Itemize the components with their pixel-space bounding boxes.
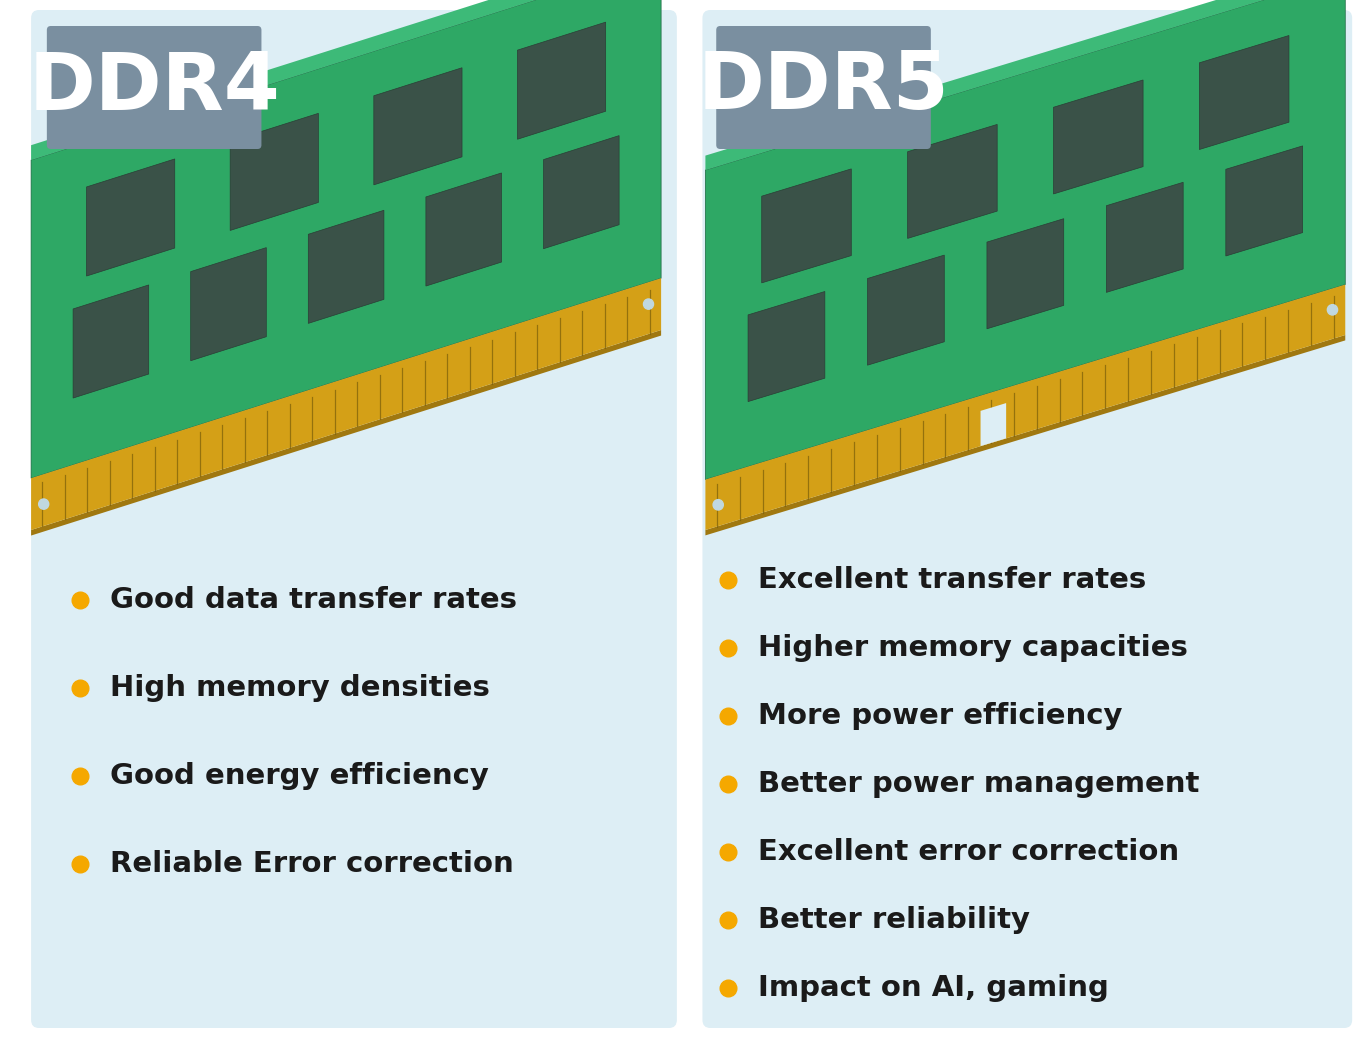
Text: Better reliability: Better reliability xyxy=(757,906,1030,934)
Polygon shape xyxy=(706,0,1346,170)
FancyBboxPatch shape xyxy=(703,10,1352,1028)
Text: High memory densities: High memory densities xyxy=(110,674,490,702)
Polygon shape xyxy=(426,173,501,286)
Polygon shape xyxy=(868,255,944,365)
Polygon shape xyxy=(1053,80,1143,194)
Polygon shape xyxy=(907,125,997,239)
Circle shape xyxy=(643,299,654,309)
Polygon shape xyxy=(706,335,1346,536)
Polygon shape xyxy=(543,136,620,249)
Polygon shape xyxy=(31,330,661,536)
Text: DDR4: DDR4 xyxy=(29,49,281,127)
Polygon shape xyxy=(748,292,825,402)
Text: Good data transfer rates: Good data transfer rates xyxy=(110,586,516,614)
Polygon shape xyxy=(1226,146,1302,256)
Polygon shape xyxy=(981,403,1007,446)
Polygon shape xyxy=(518,22,606,139)
Polygon shape xyxy=(31,0,661,160)
Polygon shape xyxy=(87,159,174,276)
Polygon shape xyxy=(373,67,462,185)
Polygon shape xyxy=(706,0,1346,480)
Polygon shape xyxy=(987,219,1064,329)
Polygon shape xyxy=(706,284,1346,530)
Polygon shape xyxy=(761,169,851,283)
Circle shape xyxy=(38,499,49,510)
FancyBboxPatch shape xyxy=(716,26,930,149)
Polygon shape xyxy=(31,0,661,479)
FancyBboxPatch shape xyxy=(31,10,677,1028)
Text: Good energy efficiency: Good energy efficiency xyxy=(110,762,489,790)
Polygon shape xyxy=(1200,35,1288,149)
Polygon shape xyxy=(308,211,384,324)
Text: More power efficiency: More power efficiency xyxy=(757,702,1122,730)
Polygon shape xyxy=(1106,183,1184,293)
Circle shape xyxy=(1328,304,1337,315)
Text: DDR5: DDR5 xyxy=(697,49,949,127)
Circle shape xyxy=(714,499,723,510)
Polygon shape xyxy=(191,248,267,361)
Text: Impact on AI, gaming: Impact on AI, gaming xyxy=(757,974,1109,1002)
FancyBboxPatch shape xyxy=(46,26,262,149)
Text: Excellent transfer rates: Excellent transfer rates xyxy=(757,566,1145,594)
Text: Higher memory capacities: Higher memory capacities xyxy=(757,634,1188,662)
Text: Better power management: Better power management xyxy=(757,770,1199,798)
Text: Reliable Error correction: Reliable Error correction xyxy=(110,850,513,878)
Text: Excellent error correction: Excellent error correction xyxy=(757,838,1178,866)
Polygon shape xyxy=(31,278,661,530)
Polygon shape xyxy=(74,285,148,398)
Polygon shape xyxy=(230,113,319,230)
